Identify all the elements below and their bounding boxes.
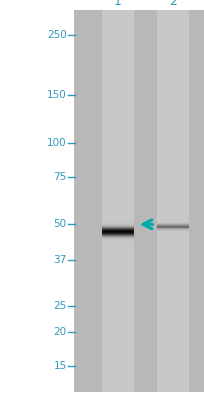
Bar <box>157 225 188 226</box>
Bar <box>101 230 133 231</box>
Bar <box>102 232 132 233</box>
Bar <box>101 241 133 242</box>
Bar <box>157 232 188 233</box>
Bar <box>102 230 132 231</box>
Bar <box>101 236 133 237</box>
Bar <box>101 229 133 230</box>
Bar <box>157 222 188 223</box>
Bar <box>101 222 133 223</box>
Bar <box>157 221 188 222</box>
Bar <box>102 228 132 229</box>
Text: 100: 100 <box>47 138 66 148</box>
Bar <box>157 225 188 226</box>
Bar <box>101 240 133 241</box>
Bar <box>101 224 133 225</box>
Bar <box>101 237 133 238</box>
Bar <box>157 227 188 228</box>
Bar <box>101 239 133 240</box>
Bar <box>101 234 133 235</box>
Bar <box>101 231 133 232</box>
Bar <box>101 231 133 232</box>
Text: 37: 37 <box>53 255 66 265</box>
Bar <box>101 228 133 229</box>
Bar <box>157 224 188 225</box>
Bar <box>157 222 188 223</box>
Text: 15: 15 <box>53 361 66 371</box>
Bar <box>101 225 133 226</box>
Bar <box>102 233 132 234</box>
Bar <box>102 231 132 232</box>
Text: 25: 25 <box>53 301 66 311</box>
Text: 75: 75 <box>53 172 66 182</box>
Bar <box>101 235 133 236</box>
Bar <box>101 233 133 234</box>
Bar <box>102 233 132 234</box>
Bar <box>101 225 133 226</box>
Bar <box>102 228 132 229</box>
Bar <box>157 231 188 232</box>
Bar <box>101 238 133 239</box>
Bar <box>101 237 133 238</box>
Bar <box>101 226 133 227</box>
Bar <box>102 234 132 235</box>
Text: 250: 250 <box>47 30 66 40</box>
Bar <box>101 227 133 228</box>
Text: 20: 20 <box>53 327 66 337</box>
Text: 1: 1 <box>113 0 121 8</box>
Text: 150: 150 <box>47 90 66 100</box>
Bar <box>101 223 133 224</box>
Bar <box>101 235 133 236</box>
Bar <box>102 235 132 236</box>
Bar <box>157 223 188 224</box>
Bar <box>102 232 132 233</box>
Bar <box>101 223 133 224</box>
Bar <box>157 226 188 227</box>
Text: 2: 2 <box>169 0 176 8</box>
Bar <box>101 232 133 233</box>
Bar <box>101 241 133 242</box>
Bar <box>102 235 132 236</box>
Text: 50: 50 <box>53 219 66 229</box>
Bar <box>157 221 188 222</box>
Bar <box>157 232 188 233</box>
Bar <box>101 239 133 240</box>
Bar <box>157 229 188 230</box>
Bar <box>73 10 204 392</box>
Bar <box>157 228 188 229</box>
Bar <box>102 229 132 230</box>
Bar <box>102 229 132 230</box>
Bar <box>157 226 188 227</box>
Bar <box>157 10 188 392</box>
Bar <box>101 233 133 234</box>
Bar <box>101 229 133 230</box>
Bar <box>101 10 133 392</box>
Bar <box>101 227 133 228</box>
Bar <box>102 234 132 235</box>
Bar <box>157 230 188 231</box>
Bar <box>102 231 132 232</box>
Bar <box>102 230 132 231</box>
Bar <box>157 228 188 229</box>
Bar <box>157 227 188 228</box>
Bar <box>157 231 188 232</box>
